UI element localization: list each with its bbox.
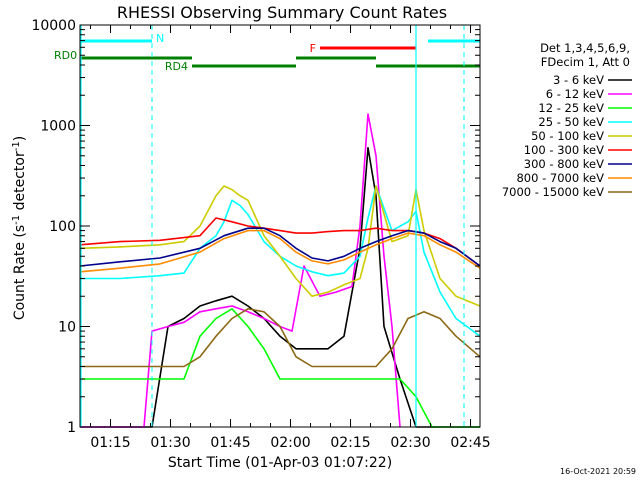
- y-axis-label-mid: detector: [12, 151, 28, 215]
- y-tick-label-10000: 10000: [31, 18, 76, 34]
- series-line-300-800-kev: [79, 227, 481, 267]
- series-layer: [79, 113, 481, 428]
- x-tick-label-02-00: 02:00: [270, 435, 310, 451]
- series-line-50-100-kev: [79, 185, 481, 307]
- legend-label-100-300-kev: 100 - 300 keV: [524, 143, 604, 157]
- annotation-label-rd0: RD0: [54, 49, 77, 62]
- y-tick-label-1000: 1000: [40, 119, 76, 135]
- x-tick-label-02-30: 02:30: [390, 435, 430, 451]
- timestamp: 16-Oct-2021 20:59: [560, 467, 636, 476]
- legend-label-3-6-kev: 3 - 6 keV: [553, 73, 604, 87]
- series-line-800-7000-kev: [79, 229, 481, 273]
- series-line-3-6-kev: [80, 147, 480, 428]
- x-tick-label-01-15: 01:15: [90, 435, 130, 451]
- legend-label-800-7000-kev: 800 - 7000 keV: [516, 171, 604, 185]
- annotation-label-rd4: RD4: [165, 60, 188, 73]
- legend-label-50-100-kev: 50 - 100 keV: [531, 129, 604, 143]
- legend-label-12-25-kev: 12 - 25 keV: [538, 101, 604, 115]
- chart-title: RHESSI Observing Summary Count Rates: [117, 3, 447, 22]
- legend-label-7000-15000-kev: 7000 - 15000 keV: [502, 185, 604, 199]
- y-axis-label-end: ): [12, 136, 28, 141]
- y-tick-label-100: 100: [49, 219, 76, 235]
- legend-header-1: FDecim 1, Att 0: [541, 55, 630, 69]
- legend-label-300-800-kev: 300 - 800 keV: [524, 157, 604, 171]
- x-tick-label-02-45: 02:45: [450, 435, 490, 451]
- annotation-layer: N F RD0 RD4: [54, 25, 480, 427]
- x-tick-label-02-15: 02:15: [330, 435, 370, 451]
- annotation-label-n: N: [156, 32, 164, 45]
- y-axis-label-sup-1: -1: [11, 215, 22, 225]
- legend-header-0: Det 1,3,4,5,6,9,: [540, 41, 630, 55]
- y-axis-label-sup-2: -1: [11, 141, 22, 151]
- annotation-label-f: F: [310, 42, 316, 55]
- y-axis-label: Count Rate (s-1 detector-1): [11, 136, 29, 320]
- legend-label-6-12-kev: 6 - 12 keV: [546, 87, 604, 101]
- legend-label-25-50-kev: 25 - 50 keV: [538, 115, 604, 129]
- x-tick-label-01-30: 01:30: [150, 435, 190, 451]
- x-axis-label: Start Time (01-Apr-03 01:07:22): [168, 455, 392, 471]
- series-line-12-25-kev: [80, 308, 480, 428]
- legend: Det 1,3,4,5,6,9,FDecim 1, Att 0 3 - 6 keV…: [502, 41, 632, 199]
- y-tick-label-1: 1: [67, 420, 76, 436]
- y-tick-label-10: 10: [58, 320, 76, 336]
- x-tick-label-01-45: 01:45: [210, 435, 250, 451]
- y-axis-label-main: Count Rate (s: [12, 225, 28, 320]
- axis-layer: 01:15 01:30 01:45 02:00 02:15 02:30 02:45 1 10 10…: [31, 18, 490, 451]
